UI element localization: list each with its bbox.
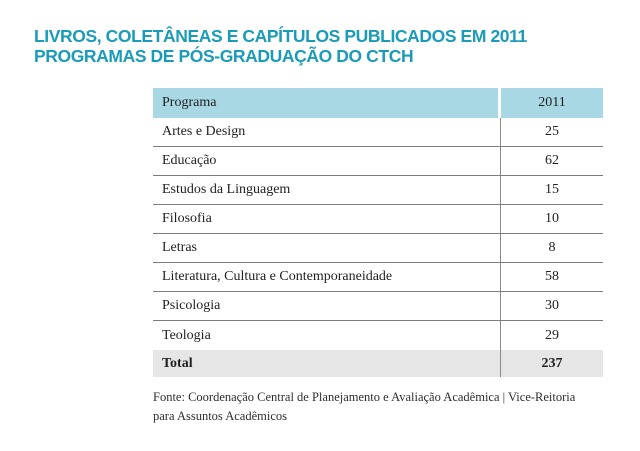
cell-program: Filosofia [162,211,212,226]
table-row: Estudos da Linguagem 15 [153,176,603,205]
header-cell-program: Programa [153,88,498,118]
cell-value: 10 [500,205,603,233]
header-column-gap [498,88,501,118]
table-header-row: Programa 2011 [153,88,603,118]
table-row: Literatura, Cultura e Contemporaneidade … [153,263,603,292]
page-title-line-1: LIVROS, COLETÂNEAS E CAPÍTULOS PUBLICADO… [34,26,527,46]
cell-value: 8 [500,234,603,262]
cell-program: Teologia [162,327,211,343]
total-label-cell: Total [162,355,193,371]
header-cell-year: 2011 [501,88,603,118]
publications-table: Programa 2011 Artes e Design 25 Educação… [153,88,603,377]
table-row: Artes e Design 25 [153,118,603,147]
cell-value: 15 [500,176,603,204]
table-row: Teologia 29 [153,321,603,350]
table-total-row: Total 237 [153,350,603,377]
source-note: Fonte: Coordenação Central de Planejamen… [153,388,623,425]
cell-program: Letras [162,240,197,255]
cell-program: Estudos da Linguagem [162,182,291,197]
cell-value: 30 [500,292,603,320]
cell-value: 58 [500,263,603,291]
cell-value: 62 [500,147,603,175]
source-note-line-2: para Assuntos Acadêmicos [153,408,288,423]
table-row: Filosofia 10 [153,205,603,234]
total-value-cell: 237 [500,350,603,377]
cell-value: 25 [500,118,603,146]
cell-value: 29 [500,321,603,350]
table-row: Psicologia 30 [153,292,603,321]
cell-program: Educação [162,153,217,168]
cell-program: Literatura, Cultura e Contemporaneidade [162,269,393,284]
table-row: Educação 62 [153,147,603,176]
page-title: LIVROS, COLETÂNEAS E CAPÍTULOS PUBLICADO… [34,26,527,66]
page-title-line-2: PROGRAMAS DE PÓS-GRADUAÇÃO DO CTCH [34,46,414,66]
cell-program: Psicologia [162,298,221,313]
source-note-line-1: Fonte: Coordenação Central de Planejamen… [153,390,576,404]
table-row: Letras 8 [153,234,603,263]
cell-program: Artes e Design [162,124,246,139]
